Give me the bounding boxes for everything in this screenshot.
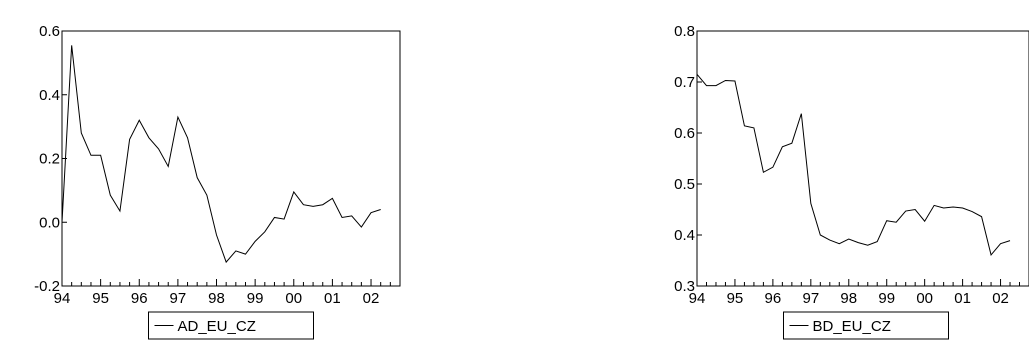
x-tick-label: 99 bbox=[878, 290, 895, 307]
x-tick-label: 96 bbox=[131, 290, 148, 307]
x-tick-label: 97 bbox=[802, 290, 819, 307]
x-tick-label: 02 bbox=[992, 290, 1009, 307]
y-tick-label: 0.4 bbox=[39, 87, 60, 104]
x-tick-label: 96 bbox=[765, 290, 782, 307]
x-tick-label: 98 bbox=[208, 290, 225, 307]
x-tick-label: 02 bbox=[363, 290, 380, 307]
legend: AD_EU_CZ bbox=[148, 311, 314, 340]
plot-frame bbox=[61, 30, 401, 287]
y-tick-label: 0.8 bbox=[674, 23, 695, 40]
legend-box bbox=[148, 311, 314, 340]
legend-label: AD_EU_CZ bbox=[178, 318, 256, 335]
legend-label: BD_EU_CZ bbox=[813, 318, 891, 335]
series-line bbox=[61, 45, 381, 264]
x-tick-label: 97 bbox=[170, 290, 187, 307]
x-tick-label: 01 bbox=[324, 290, 341, 307]
legend: BD_EU_CZ bbox=[783, 311, 949, 340]
x-tick-label: 94 bbox=[689, 290, 706, 307]
x-tick-label: 01 bbox=[954, 290, 971, 307]
y-tick-label: 0.0 bbox=[39, 214, 60, 231]
chart-panel-1: -0.2 0.0 0.2 0.4 0.6 94 95 96 97 98 99 00 01 02 AD_EU_… bbox=[34, 23, 401, 340]
x-tick-label: 94 bbox=[54, 290, 71, 307]
y-tick-label: 0.4 bbox=[674, 227, 695, 244]
x-tick-label: 95 bbox=[92, 290, 109, 307]
plot-frame bbox=[696, 30, 1029, 287]
y-tick-label: 0.5 bbox=[674, 176, 695, 193]
x-tick-label: 00 bbox=[285, 290, 302, 307]
legend-box bbox=[783, 311, 949, 340]
y-tick-label: -0.2 bbox=[34, 278, 60, 295]
x-tick-label: 95 bbox=[727, 290, 744, 307]
y-tick-label: 0.7 bbox=[674, 74, 695, 91]
x-tick-label: 99 bbox=[247, 290, 264, 307]
x-tick-label: 98 bbox=[840, 290, 857, 307]
y-tick-label: 0.3 bbox=[674, 278, 695, 295]
series-line bbox=[696, 74, 1011, 256]
x-tick-label: 00 bbox=[916, 290, 933, 307]
y-tick-label: 0.6 bbox=[674, 125, 695, 142]
y-tick-label: 0.6 bbox=[39, 23, 60, 40]
y-tick-label: 0.2 bbox=[39, 151, 60, 168]
chart-panel-2: 0.3 0.4 0.5 0.6 0.7 0.8 94 95 96 97 98 99 00 01 02 BD_E… bbox=[674, 23, 1029, 340]
